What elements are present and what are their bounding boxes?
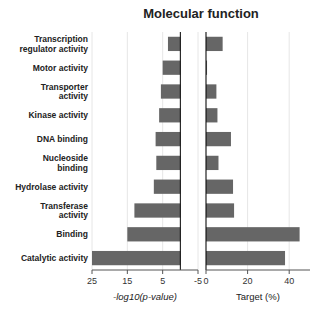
category-label-line: activity [59,91,89,101]
bar [206,227,300,241]
grid-line [206,32,207,270]
tick-mark [162,270,163,274]
bar [127,227,180,241]
bar [206,132,231,146]
tick-mark [247,270,248,274]
category-label-line: Transcription [34,34,88,44]
category-label-line: binding [57,163,88,173]
bar [168,37,180,51]
bar [206,180,233,194]
category-label: Transcriptionregulator activity [20,34,89,54]
bar [134,203,180,217]
tick-label: 40 [284,276,294,286]
category-label-line: Motor activity [33,63,89,73]
tick-mark [92,270,93,274]
tick-label: 5 [160,276,165,286]
bars [206,37,300,265]
category-label-line: Kinase activity [28,110,88,120]
category-label: Kinase activity [28,110,88,120]
x-axis-label: Target (%) [236,291,280,302]
bar [159,108,180,122]
tick-mark [289,270,290,274]
bar [206,37,223,51]
tick-label: 0 [203,276,208,286]
category-label-line: DNA binding [37,134,88,144]
category-label: Motor activity [33,63,89,73]
bar [92,251,180,265]
tick-label: -5 [194,276,202,286]
category-label: Binding [56,229,88,239]
bar [163,61,181,75]
tick-label: 25 [87,276,97,286]
grid-line [92,32,93,270]
bars [92,37,180,265]
category-label: Hydrolase activity [15,182,88,192]
category-label-line: Transferase [40,201,88,211]
tick-label: 15 [122,276,132,286]
tick-mark [127,270,128,274]
category-label-line: Transporter [41,82,89,92]
bar [206,84,216,98]
chart: Molecular function 25 15 5 -5 -log10(p-value)… [0,0,320,320]
title: Molecular function [143,6,259,21]
bar [206,108,217,122]
bar [156,156,180,170]
bar [206,203,234,217]
category-label-line: Hydrolase activity [15,182,88,192]
tick-mark [206,270,207,274]
bar-baseline [180,32,181,270]
category-label-line: regulator activity [20,44,89,54]
bar [206,251,285,265]
category-label-line: Catalytic activity [21,253,88,263]
category-label-line: Nucleoside [43,153,89,163]
category-label-line: activity [59,210,89,220]
category-label: Catalytic activity [21,253,88,263]
bar [154,180,181,194]
bar [206,156,218,170]
category-label: Transferaseactivity [40,201,88,221]
bar [161,84,180,98]
category-label: Transporteractivity [41,82,89,102]
x-axis-line [206,270,310,271]
category-label: DNA binding [37,134,88,144]
x-axis-label: -log10(p-value) [113,291,177,302]
grid-line [198,32,199,270]
category-label: Nucleosidebinding [43,153,89,173]
bar [156,132,181,146]
x-axis-line [92,270,198,271]
category-label-line: Binding [56,229,88,239]
bar-baseline [206,32,207,270]
tick-label: 20 [243,276,253,286]
tick-mark [198,270,199,274]
